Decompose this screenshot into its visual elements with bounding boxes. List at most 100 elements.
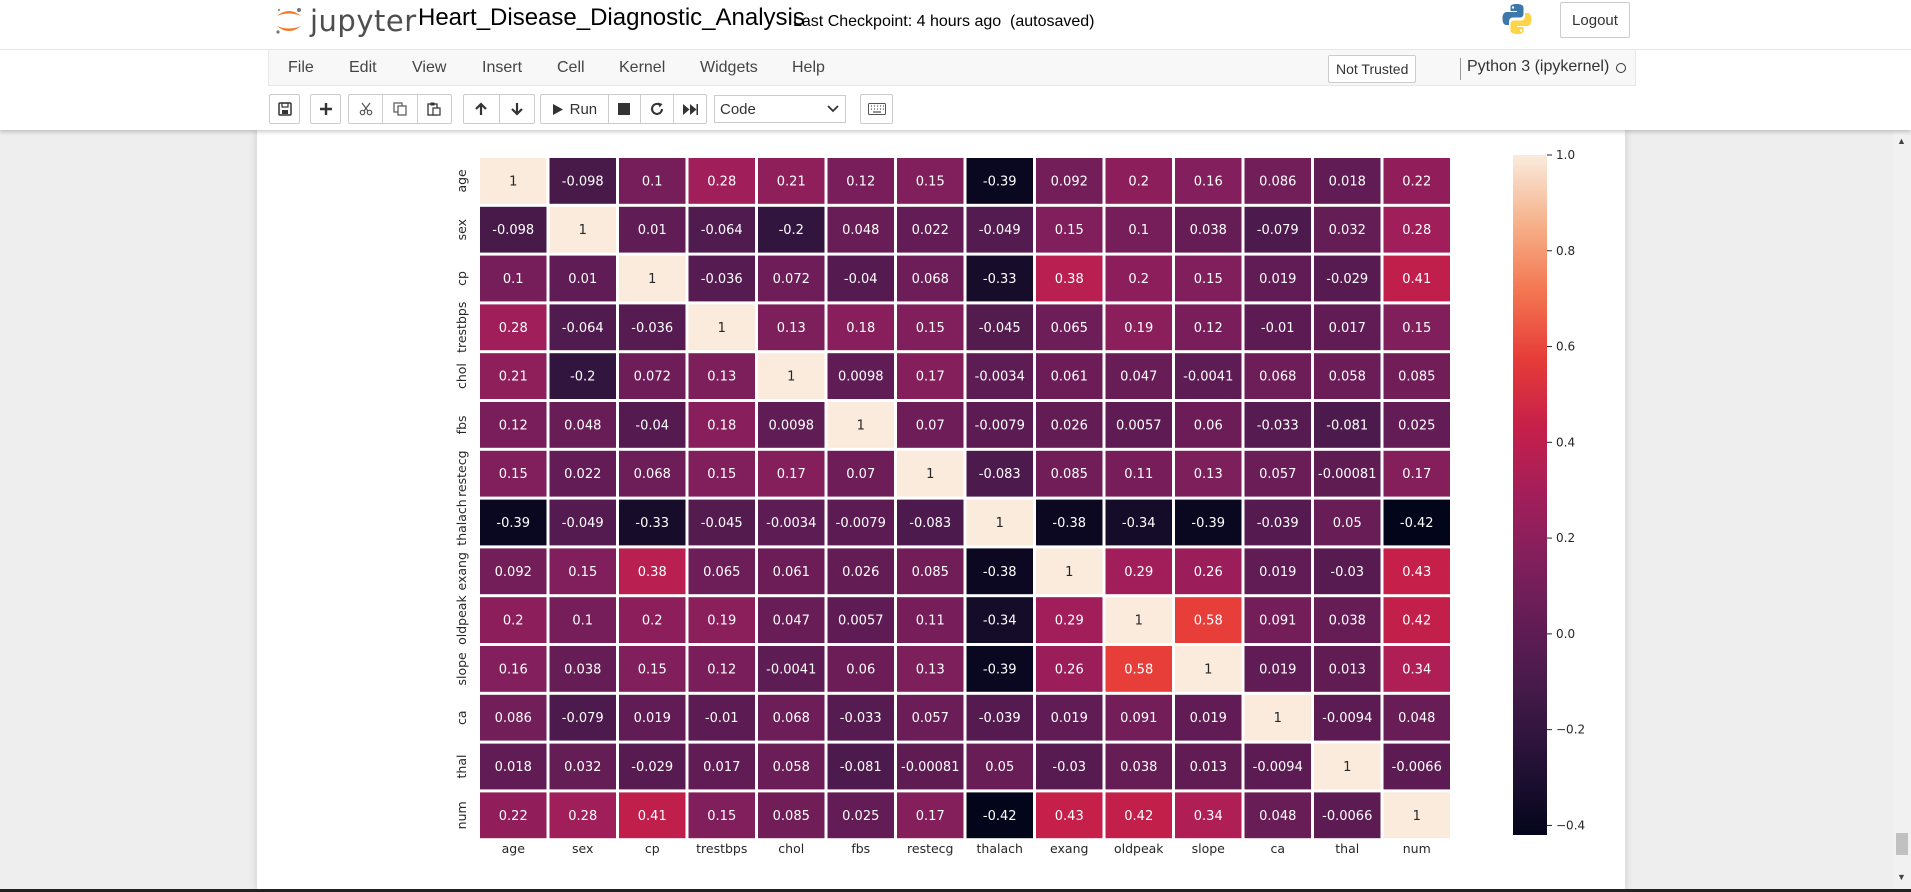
heatmap-cell-label: -0.036 [701, 272, 743, 287]
heatmap-cell [827, 694, 894, 741]
run-button[interactable]: Run [541, 95, 609, 123]
heatmap-cell [897, 499, 964, 546]
heatmap-cell [1175, 743, 1242, 790]
x-tick-label: oldpeak [1114, 841, 1164, 856]
scrollbar-thumb[interactable] [1896, 833, 1908, 855]
heatmap-cell [1244, 450, 1311, 497]
heatmap-cell [758, 353, 825, 399]
restart-run-all-button[interactable] [674, 95, 706, 123]
x-tick-label: slope [1192, 841, 1226, 856]
heatmap-cell [549, 743, 616, 790]
heatmap-cell-label: -0.083 [909, 516, 951, 531]
menu-cell[interactable]: Cell [557, 59, 585, 76]
heatmap-cell [549, 450, 616, 497]
heatmap-cell-label: 1 [926, 467, 934, 482]
heatmap-cell-label: 0.092 [495, 565, 532, 580]
heatmap-cell [758, 646, 825, 692]
jupyter-logo[interactable]: jupyter [272, 2, 417, 40]
heatmap-cell-label: 0.17 [1402, 467, 1431, 482]
menu-insert[interactable]: Insert [482, 59, 523, 76]
notebook-name[interactable]: Heart_Disease_Diagnostic_Analysis [418, 4, 805, 31]
heatmap-cell-label: 0.26 [1055, 662, 1084, 677]
heatmap-cell [1314, 646, 1381, 692]
arrow-up-icon [475, 102, 488, 115]
y-tick-label: ca [454, 710, 469, 725]
heatmap-cell [966, 597, 1033, 643]
heatmap-cell-label: 0.15 [499, 467, 528, 482]
heatmap-cell [1244, 548, 1311, 595]
heatmap-cell-label: 0.0098 [769, 418, 815, 433]
heatmap-cell-label: 0.2 [642, 614, 663, 629]
heatmap-cell [480, 646, 547, 692]
copy-button[interactable] [383, 95, 418, 123]
heatmap-cell [1383, 743, 1450, 790]
menu-kernel[interactable]: Kernel [619, 59, 666, 76]
heatmap-cell [688, 499, 755, 546]
heatmap-cell-label: 0.18 [707, 418, 736, 433]
heatmap-cell-label: 0.038 [564, 662, 601, 677]
heatmap-cell-label: -0.079 [562, 711, 604, 726]
heatmap-cell-label: 0.1 [503, 272, 524, 287]
kernel-name[interactable]: Python 3 (ipykernel) [1467, 58, 1610, 75]
move-down-button[interactable] [500, 95, 535, 123]
heatmap-cell [827, 743, 894, 790]
move-up-button[interactable] [464, 95, 500, 123]
heatmap-cell [758, 743, 825, 790]
restart-button[interactable] [641, 95, 674, 123]
heatmap-cell [758, 597, 825, 643]
heatmap-cell-label: 0.047 [773, 614, 810, 629]
menu-help[interactable]: Help [792, 59, 825, 76]
save-button[interactable] [269, 94, 300, 124]
heatmap-cell-label: 0.061 [773, 565, 810, 580]
scroll-down-icon[interactable]: ▼ [1897, 872, 1906, 882]
heatmap-cell [688, 548, 755, 595]
heatmap-cell [897, 402, 964, 448]
heatmap-cell [1175, 206, 1242, 253]
heatmap-cell-label: 0.058 [773, 760, 810, 775]
heatmap-cell [1175, 255, 1242, 302]
menu-edit[interactable]: Edit [349, 59, 377, 76]
cell-type-select[interactable]: Code [714, 95, 846, 123]
command-palette-button[interactable] [860, 94, 893, 124]
x-tick-label: ca [1270, 841, 1285, 856]
heatmap-cell [1244, 499, 1311, 546]
heatmap-cell [688, 597, 755, 643]
logout-button[interactable]: Logout [1560, 2, 1630, 38]
heatmap-cell [619, 597, 686, 643]
heatmap-cell-label: 0.18 [846, 321, 875, 336]
interrupt-button[interactable] [609, 95, 642, 123]
heatmap-cell [619, 646, 686, 692]
heatmap-cell-label: 0.28 [568, 809, 597, 824]
y-tick-label: fbs [454, 415, 469, 434]
heatmap-cell [480, 255, 547, 302]
heatmap-cell [1383, 694, 1450, 741]
heatmap-cell-label: 0.085 [912, 565, 949, 580]
heatmap-cell [619, 206, 686, 253]
menu-view[interactable]: View [412, 59, 447, 76]
menu-file[interactable]: File [288, 59, 314, 76]
x-tick-label: exang [1050, 841, 1088, 856]
heatmap-cell [619, 304, 686, 351]
heatmap-cell [1314, 792, 1381, 839]
insert-cell-button[interactable] [310, 94, 341, 124]
heatmap-cell-label: 1 [1413, 809, 1421, 824]
jupyter-logo-text: jupyter [310, 4, 417, 38]
menu-widgets[interactable]: Widgets [700, 59, 758, 76]
heatmap-cell [827, 304, 894, 351]
y-tick-label: sex [454, 219, 469, 240]
heatmap-cell-label: 0.017 [703, 760, 740, 775]
page-scrollbar[interactable]: ▲ ▼ [1893, 130, 1911, 892]
heatmap-cell [827, 353, 894, 399]
heatmap-cell-label: -0.39 [983, 174, 1017, 189]
heatmap-cell-label: 0.068 [634, 467, 671, 482]
not-trusted-indicator[interactable]: Not Trusted [1328, 55, 1417, 83]
cut-button[interactable] [349, 95, 384, 123]
heatmap-cell-label: 0.2 [1128, 272, 1149, 287]
heatmap-cell [758, 402, 825, 448]
heatmap-cell-label: 0.07 [846, 467, 875, 482]
heatmap-cell [1383, 450, 1450, 497]
scroll-up-icon[interactable]: ▲ [1897, 136, 1906, 146]
heatmap-cell-label: -0.2 [779, 223, 804, 238]
paste-button[interactable] [418, 95, 451, 123]
heatmap-cell [1036, 206, 1103, 253]
